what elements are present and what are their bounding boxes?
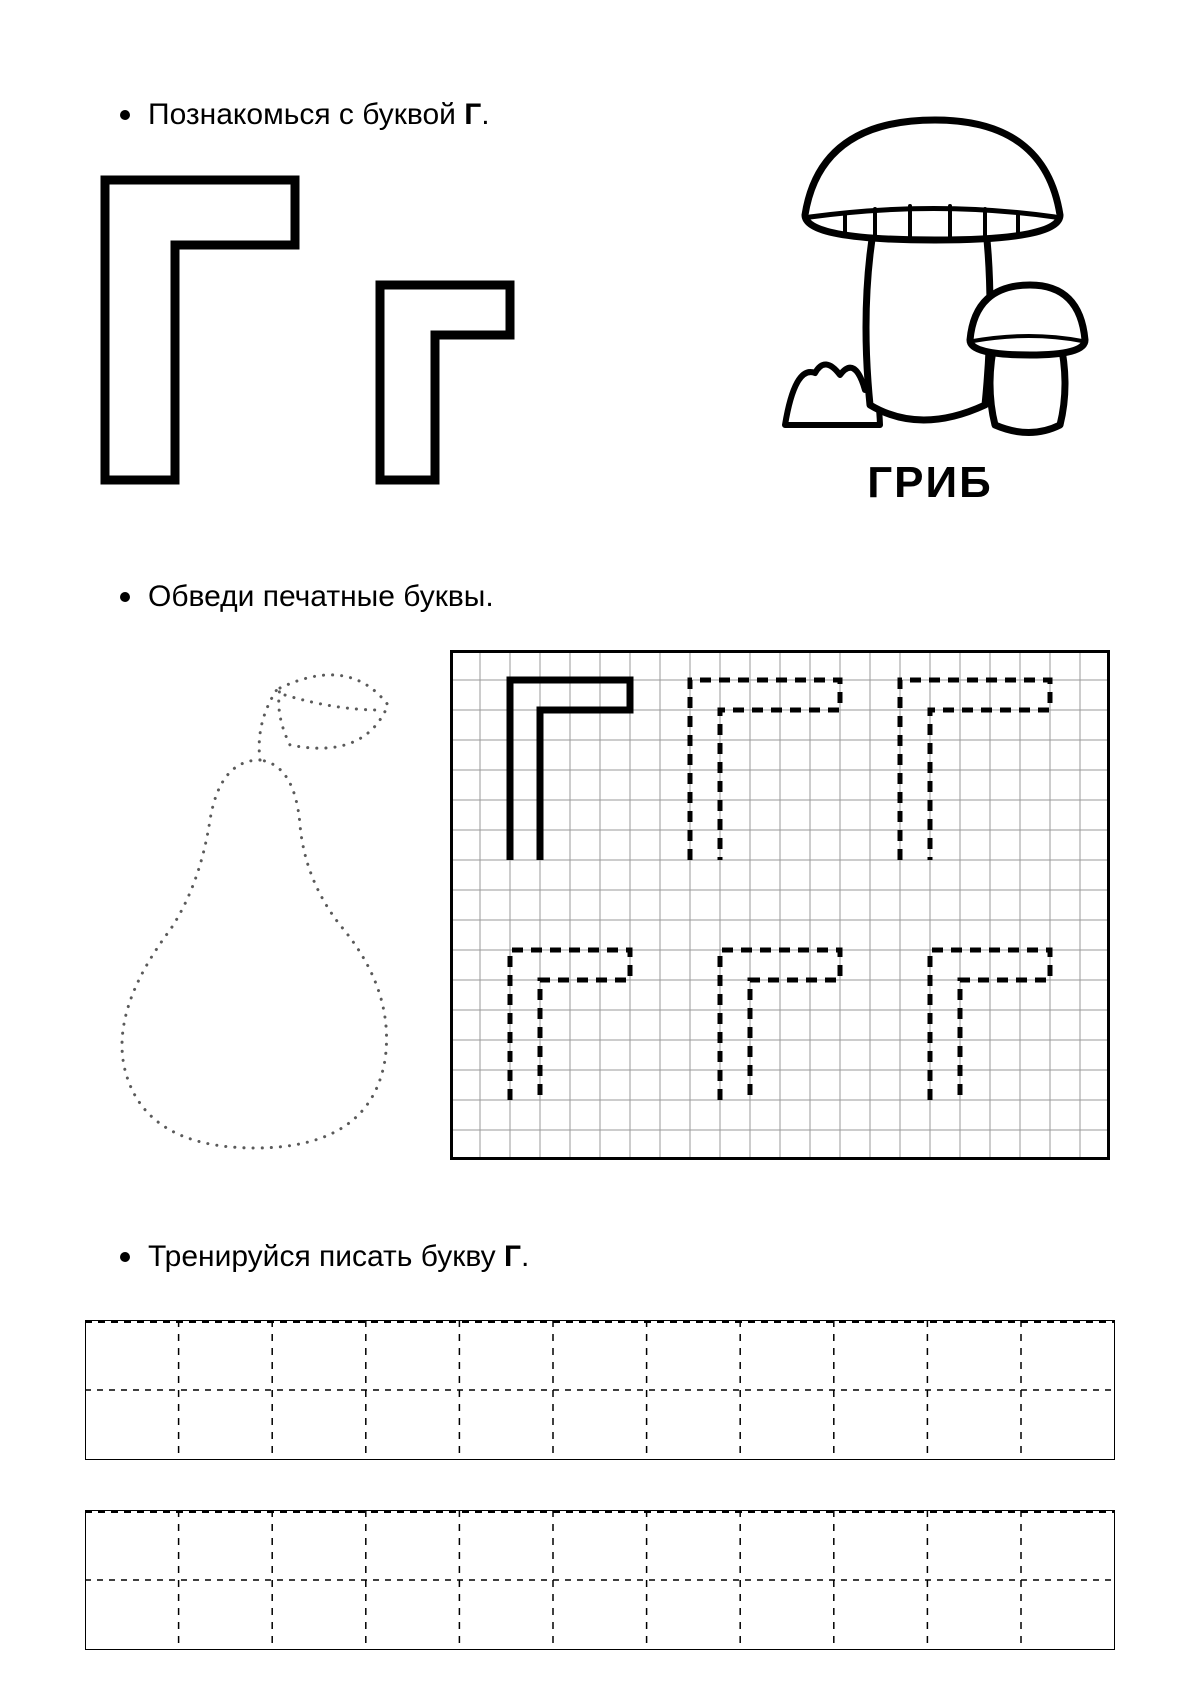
- bullet-icon: [120, 1252, 130, 1262]
- practice-row-1: [85, 1320, 1115, 1460]
- practice-row-2-svg: [85, 1510, 1115, 1650]
- pear-dotted-icon: [80, 650, 430, 1160]
- instruction-practice-text: Тренируйся писать букву Г.: [148, 1240, 529, 1274]
- illustration-label: ГРИБ: [760, 458, 1100, 508]
- practice-bold-letter: Г: [504, 1240, 521, 1273]
- illustration-block: ГРИБ: [760, 105, 1100, 508]
- bullet-icon: [120, 592, 130, 602]
- intro-prefix: Познакомься с буквой: [148, 98, 464, 131]
- intro-suffix: .: [481, 98, 489, 131]
- pear-outline: [80, 650, 430, 1165]
- bullet-icon: [120, 110, 130, 120]
- uppercase-letter-outline: [95, 170, 310, 490]
- practice-row-1-svg: [85, 1320, 1115, 1460]
- display-letters: [95, 170, 520, 490]
- lowercase-letter-outline: [370, 275, 520, 490]
- instruction-practice: Тренируйся писать букву Г.: [120, 1240, 529, 1274]
- practice-suffix: .: [521, 1240, 529, 1273]
- instruction-intro: Познакомься с буквой Г.: [120, 98, 490, 132]
- worksheet-page: Познакомься с буквой Г.: [0, 0, 1200, 1697]
- practice-row-2: [85, 1510, 1115, 1650]
- mushroom-icon: [760, 105, 1100, 445]
- tracing-grid: [450, 650, 1110, 1150]
- instruction-intro-text: Познакомься с буквой Г.: [148, 98, 490, 132]
- tracing-grid-svg: [450, 650, 1110, 1160]
- instruction-trace: Обведи печатные буквы.: [120, 580, 494, 614]
- instruction-trace-text: Обведи печатные буквы.: [148, 580, 494, 614]
- intro-bold-letter: Г: [464, 98, 481, 131]
- practice-prefix: Тренируйся писать букву: [148, 1240, 504, 1273]
